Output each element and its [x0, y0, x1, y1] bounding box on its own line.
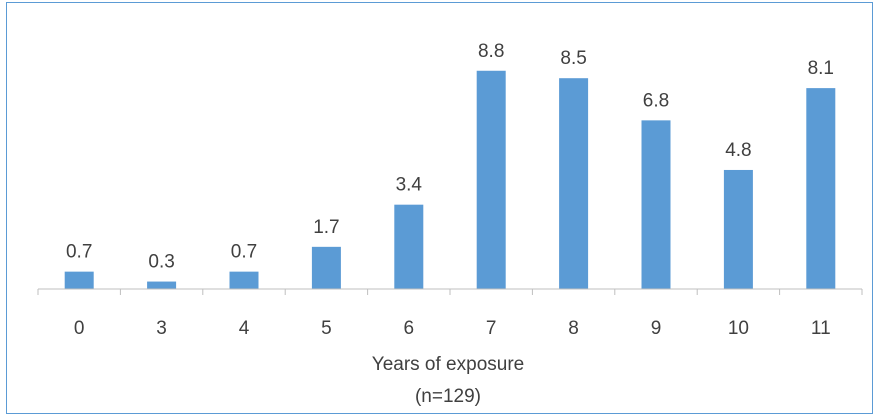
- value-label-10: 4.8: [725, 140, 751, 161]
- x-ticks-group: [37, 289, 863, 295]
- value-label-11: 8.1: [808, 58, 834, 79]
- bars-group: [64, 70, 836, 290]
- x-axis-subtitle: (n=129): [415, 386, 481, 407]
- value-label-3: 0.3: [148, 252, 174, 273]
- value-label-5: 1.7: [313, 217, 339, 238]
- bar-3: [147, 281, 177, 289]
- bar-8: [559, 78, 589, 289]
- bar-4: [229, 271, 259, 289]
- value-label-4: 0.7: [231, 242, 257, 263]
- value-label-0: 0.7: [66, 242, 92, 263]
- bar-7: [476, 70, 506, 289]
- x-tick-labels-group: 0 3 4 5 6 7 8 9 10 11: [74, 318, 831, 339]
- tick-label-5: 5: [321, 318, 332, 339]
- tick-label-7: 7: [486, 318, 497, 339]
- bar-9: [641, 120, 671, 289]
- tick-label-0: 0: [74, 318, 85, 339]
- tick-label-11: 11: [811, 318, 831, 339]
- bar-0: [64, 271, 94, 289]
- bar-10: [723, 169, 753, 289]
- bar-6: [394, 204, 424, 289]
- tick-label-6: 6: [404, 318, 415, 339]
- x-axis-title: Years of exposure: [372, 354, 524, 375]
- bar-5: [311, 246, 341, 289]
- tick-label-10: 10: [728, 318, 749, 339]
- value-label-8: 8.5: [560, 48, 586, 69]
- tick-label-9: 9: [651, 318, 662, 339]
- bar-11: [806, 88, 836, 290]
- value-label-9: 6.8: [643, 90, 669, 111]
- value-labels-group: 0.7 0.3 0.7 1.7 3.4 8.8 8.5 6.8 4.8 8.1: [66, 41, 834, 273]
- tick-label-8: 8: [568, 318, 579, 339]
- value-label-6: 3.4: [396, 175, 423, 196]
- value-label-7: 8.8: [478, 41, 504, 62]
- tick-label-4: 4: [239, 318, 250, 339]
- tick-label-3: 3: [156, 318, 167, 339]
